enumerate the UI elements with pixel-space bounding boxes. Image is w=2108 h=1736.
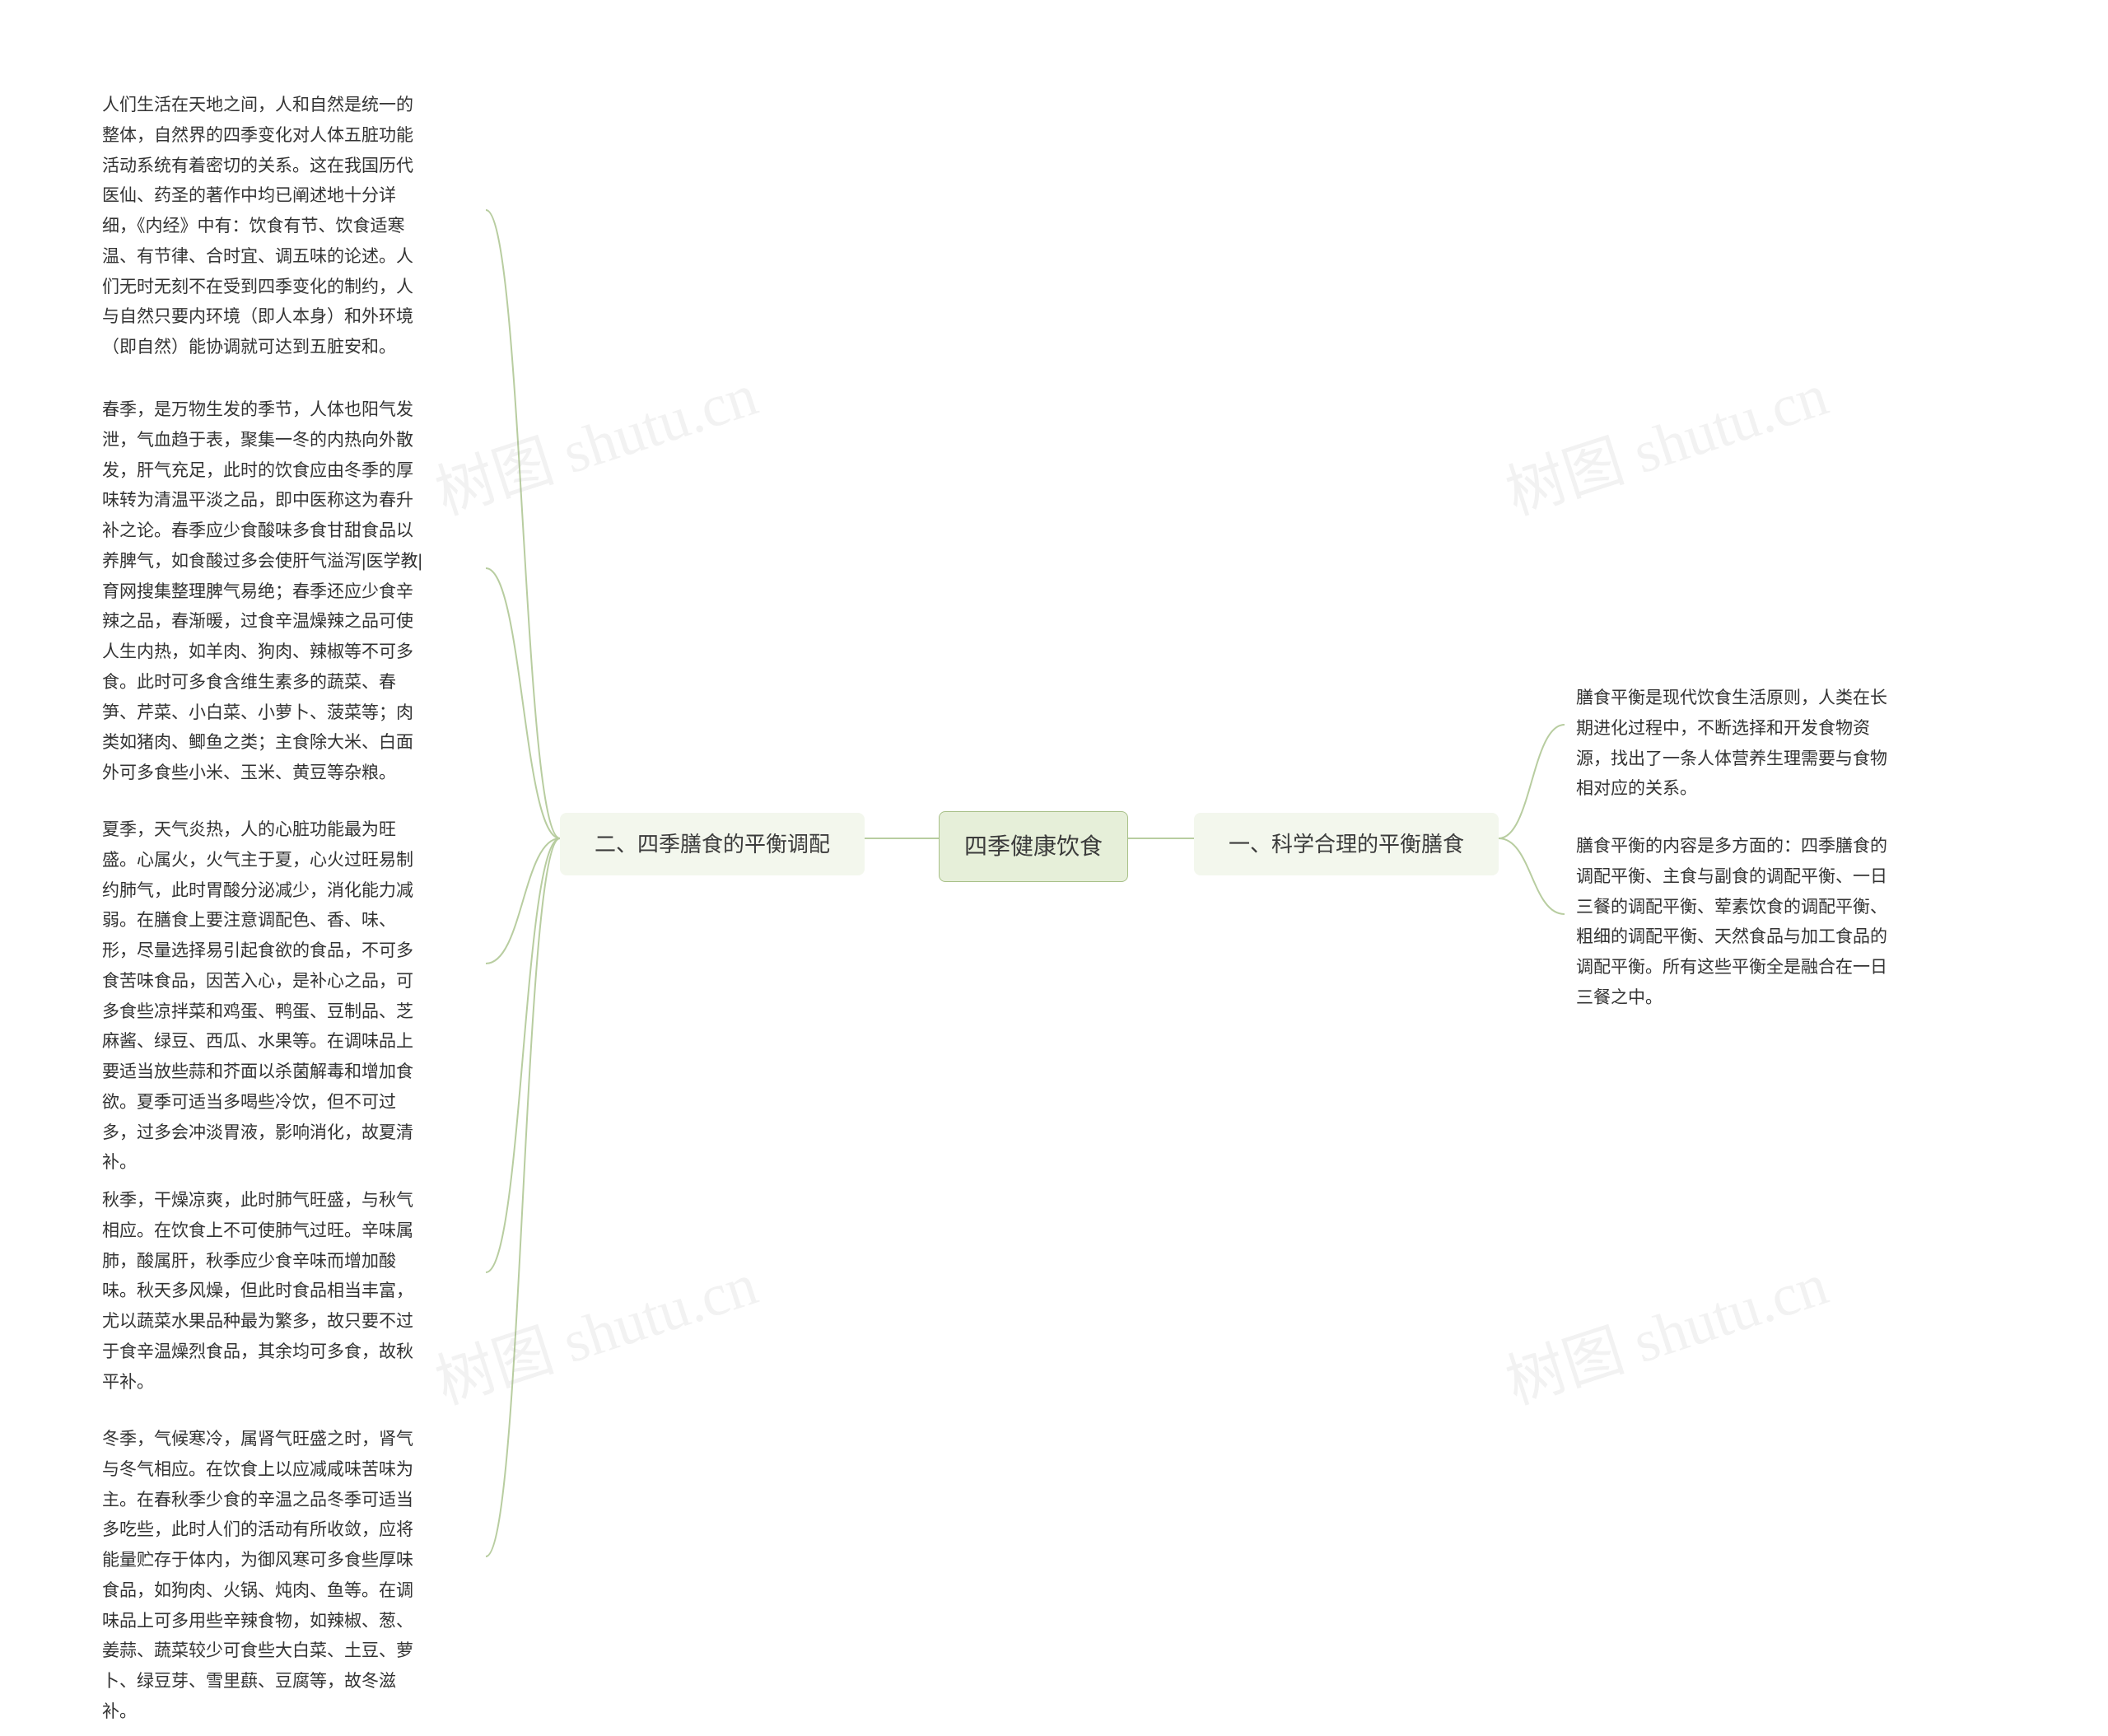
leaf-node[interactable]: 秋季，干燥凉爽，此时肺气旺盛，与秋气相应。在饮食上不可使肺气过旺。辛味属肺，酸属… [91, 1178, 436, 1406]
leaf-node[interactable]: 人们生活在天地之间，人和自然是统一的整体，自然界的四季变化对人体五脏功能活动系统… [91, 82, 436, 371]
leaf-node[interactable]: 夏季，天气炎热，人的心脏功能最为旺盛。心属火，火气主于夏，心火过旺易制约肺气，此… [91, 807, 436, 1187]
watermark: 树图 shutu.cn [1494, 346, 1837, 531]
branch-node-right[interactable]: 一、科学合理的平衡膳食 [1194, 813, 1499, 875]
watermark: 树图 shutu.cn [423, 1235, 767, 1421]
leaf-node[interactable]: 膳食平衡的内容是多方面的：四季膳食的调配平衡、主食与副食的调配平衡、一日三餐的调… [1565, 824, 1910, 1022]
leaf-node[interactable]: 膳食平衡是现代饮食生活原则，人类在长期进化过程中，不断选择和开发食物资源，找出了… [1565, 675, 1910, 813]
branch-node-left[interactable]: 二、四季膳食的平衡调配 [560, 813, 865, 875]
leaf-node[interactable]: 春季，是万物生发的季节，人体也阳气发泄，气血趋于表，聚集一冬的内热向外散发，肝气… [91, 387, 436, 797]
leaf-node[interactable]: 冬季，气候寒冷，属肾气旺盛之时，肾气与冬气相应。在饮食上以应减咸味苦味为主。在春… [91, 1416, 436, 1736]
watermark: 树图 shutu.cn [1494, 1235, 1837, 1421]
mindmap-container: 树图 shutu.cn 树图 shutu.cn 树图 shutu.cn 树图 s… [0, 0, 2108, 1673]
watermark: 树图 shutu.cn [423, 346, 767, 531]
center-node[interactable]: 四季健康饮食 [939, 811, 1128, 882]
